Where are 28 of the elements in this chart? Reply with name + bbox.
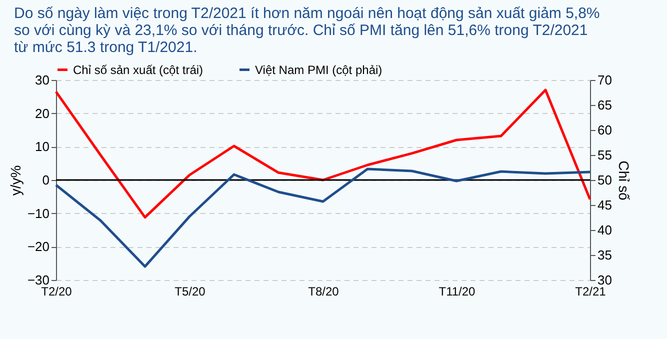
y-tick-label: −20: [27, 239, 50, 254]
chart-title: Do số ngày làm việc trong T2/2021 ít hơn năm ngoái nên hoạt động sản xuất giảm 5,8% so với cùng kỳ và 23,1% so với tháng trước. Chỉ số PMI tăng lên 51,6% trong T2/2021 từ mức 51.3 trong T1/2021.: [14, 5, 600, 56]
y2-tick-label: 70: [598, 72, 612, 88]
y2-tick-label: 45: [598, 198, 612, 212]
y-tick-label: 20: [35, 106, 50, 121]
series-label: Chỉ số sản xuất (cột trái): [73, 62, 204, 77]
x-tick-label: T5/20: [174, 284, 206, 298]
y-tick-label: −10: [27, 206, 50, 221]
y2-tick-label: 55: [598, 148, 612, 162]
line-series: [54, 168, 592, 268]
y2-axis-title: Chỉ số: [616, 160, 632, 201]
y2-tick-label: 60: [598, 122, 612, 138]
y-tick-label: 30: [35, 72, 50, 88]
y2-tick-label: 65: [598, 98, 612, 112]
y-tick-label: 0: [42, 172, 50, 188]
y2-tick-label: 30: [598, 272, 612, 288]
line-series: [54, 88, 592, 219]
legend-label: Việt Nam PMI (cột phải): [255, 62, 382, 77]
y2-tick-label: 35: [598, 248, 612, 262]
y-tick-label: −30: [27, 272, 50, 288]
x-tick-label: T11/20: [438, 284, 476, 298]
y-axis-title: y/y%: [7, 165, 24, 196]
y-tick-label: 10: [35, 139, 50, 154]
y2-tick-label: 40: [598, 222, 612, 238]
x-tick-label: T8/20: [308, 284, 340, 298]
y2-tick-label: 50: [598, 172, 612, 188]
x-tick-label: T2/21: [575, 284, 606, 298]
x-tick-label: T2/20: [41, 284, 72, 298]
